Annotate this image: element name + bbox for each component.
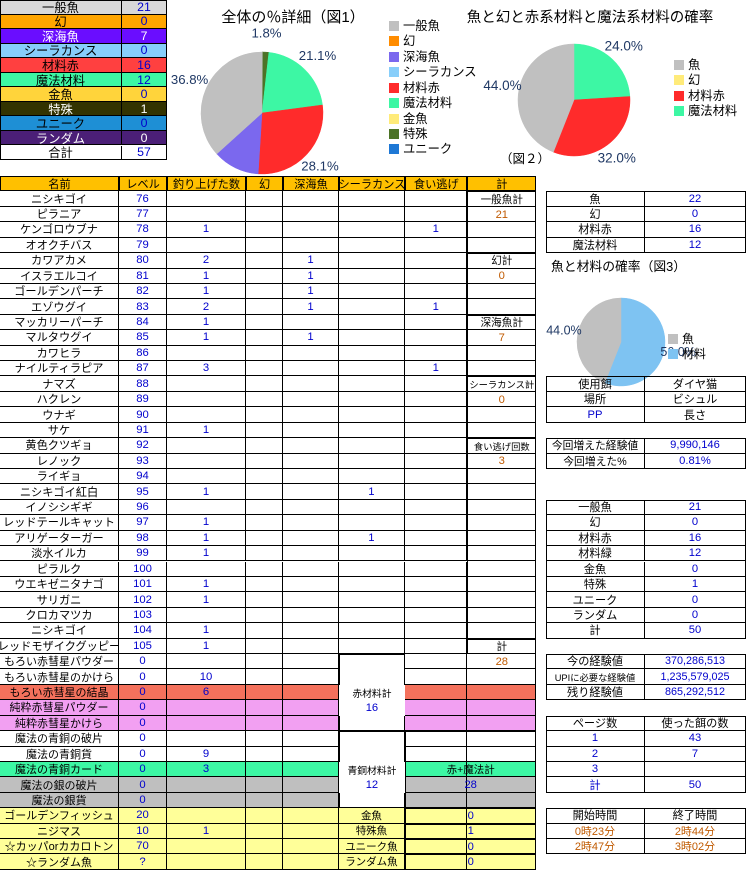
svg-text:36.8%: 36.8% <box>171 72 209 87</box>
svg-text:28.1%: 28.1% <box>301 159 339 174</box>
svg-text:1.8%: 1.8% <box>251 25 281 40</box>
svg-text:32.0%: 32.0% <box>598 150 636 165</box>
svg-text:21.1%: 21.1% <box>299 48 337 63</box>
svg-text:44.0%: 44.0% <box>546 323 581 337</box>
svg-text:44.0%: 44.0% <box>483 78 521 93</box>
svg-text:24.0%: 24.0% <box>605 38 643 53</box>
